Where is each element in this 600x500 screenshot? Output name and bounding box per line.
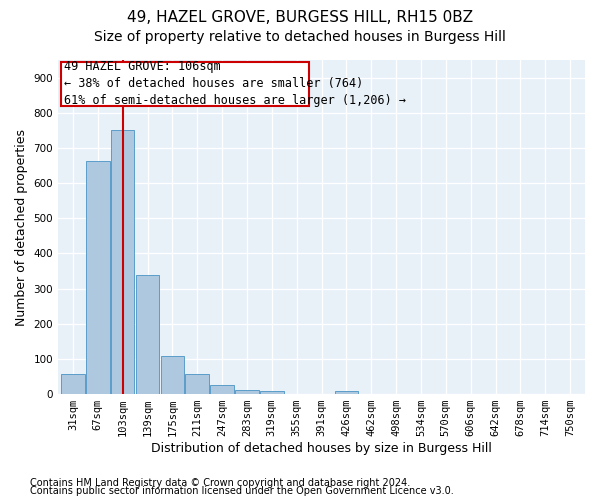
Text: 49 HAZEL GROVE: 106sqm
← 38% of detached houses are smaller (764)
61% of semi-de: 49 HAZEL GROVE: 106sqm ← 38% of detached… (64, 60, 406, 107)
X-axis label: Distribution of detached houses by size in Burgess Hill: Distribution of detached houses by size … (151, 442, 492, 455)
Bar (86, 160, 110, 394)
Text: Size of property relative to detached houses in Burgess Hill: Size of property relative to detached ho… (94, 30, 506, 44)
Bar (61, 374, 85, 394)
Y-axis label: Number of detached properties: Number of detached properties (15, 128, 28, 326)
Bar (260, 392, 284, 394)
Bar (161, 356, 184, 394)
Bar (136, 275, 160, 394)
Bar (235, 390, 259, 394)
Text: Contains HM Land Registry data © Crown copyright and database right 2024.: Contains HM Land Registry data © Crown c… (30, 478, 410, 488)
Bar (210, 384, 234, 394)
Bar (111, 130, 134, 394)
FancyBboxPatch shape (61, 62, 309, 106)
Text: Contains public sector information licensed under the Open Government Licence v3: Contains public sector information licen… (30, 486, 454, 496)
Bar (185, 374, 209, 394)
Bar (335, 392, 358, 394)
Text: 49, HAZEL GROVE, BURGESS HILL, RH15 0BZ: 49, HAZEL GROVE, BURGESS HILL, RH15 0BZ (127, 10, 473, 25)
